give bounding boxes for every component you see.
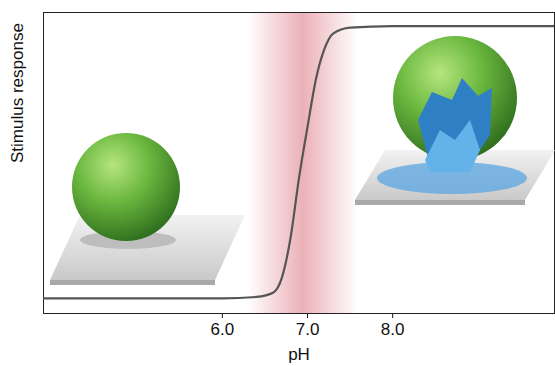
svg-text:Stimulus response: Stimulus response [8,23,27,163]
svg-text:7.0: 7.0 [296,320,320,339]
svg-text:6.0: 6.0 [211,320,235,339]
svg-text:8.0: 8.0 [381,320,405,339]
svg-text:pH: pH [288,345,310,364]
